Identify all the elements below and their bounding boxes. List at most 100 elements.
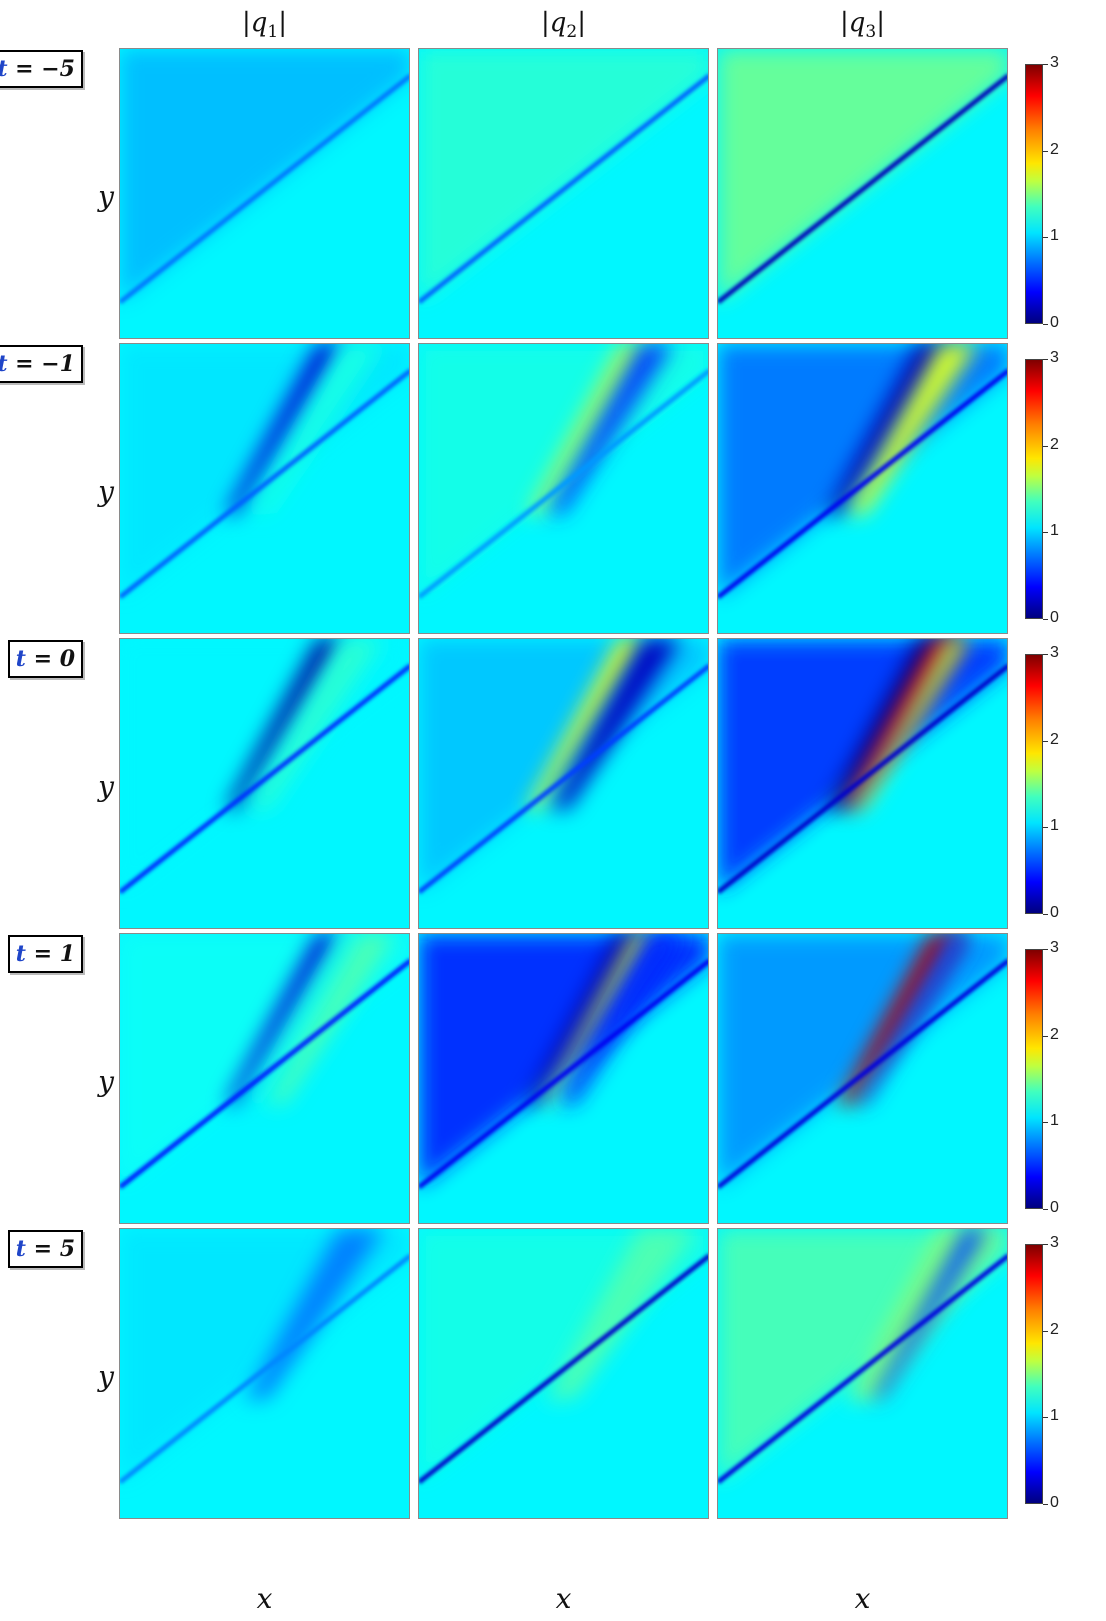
colorbar-tick-mark bbox=[1043, 949, 1048, 950]
heatmap-svg bbox=[419, 934, 708, 1223]
time-var: t bbox=[15, 1236, 26, 1262]
heatmap-svg bbox=[419, 49, 708, 338]
colorbar-tick-mark bbox=[1043, 237, 1048, 238]
y-axis-label: y bbox=[98, 180, 114, 213]
colorbar-tick-mark bbox=[1043, 1417, 1048, 1418]
y-axis-label: y bbox=[98, 475, 114, 508]
x-axis-label: x bbox=[256, 1582, 273, 1615]
time-value: −1 bbox=[41, 351, 75, 377]
heatmap-panel bbox=[717, 1228, 1008, 1519]
colorbar-tick-label: 1 bbox=[1050, 1112, 1059, 1129]
heatmap-stripe bbox=[224, 344, 345, 516]
time-eq: = bbox=[25, 941, 60, 967]
colorbar-tick-label: 0 bbox=[1050, 314, 1059, 331]
dark-soliton-line bbox=[120, 958, 409, 1190]
colorbar-tick-label: 3 bbox=[1050, 349, 1059, 366]
colorbar-tick-label: 1 bbox=[1050, 522, 1059, 539]
dark-soliton-line bbox=[718, 1253, 1007, 1485]
heatmap-stripe bbox=[855, 639, 969, 811]
colorbar-tick-label: 3 bbox=[1050, 644, 1059, 661]
heatmap-region bbox=[419, 49, 708, 303]
colorbar-tick-label: 2 bbox=[1050, 141, 1059, 158]
column-title-var: q bbox=[848, 8, 866, 38]
heatmap-panel bbox=[717, 933, 1008, 1224]
time-value: 1 bbox=[59, 941, 75, 967]
colorbar-tick-mark bbox=[1043, 741, 1048, 742]
colorbar-tick-mark bbox=[1043, 324, 1048, 325]
colorbar bbox=[1025, 359, 1043, 619]
heatmap-stripe bbox=[542, 934, 653, 1106]
time-label-box: t = 1 bbox=[7, 935, 83, 973]
dark-soliton-line bbox=[419, 73, 708, 305]
colorbar bbox=[1025, 654, 1043, 914]
colorbar-tick-label: 3 bbox=[1050, 939, 1059, 956]
colorbar-tick-label: 2 bbox=[1050, 436, 1059, 453]
colorbar-tick-label: 2 bbox=[1050, 1321, 1059, 1338]
dark-soliton-line bbox=[419, 368, 708, 600]
colorbar-tick-label: 1 bbox=[1050, 227, 1059, 244]
colorbar-tick-mark bbox=[1043, 619, 1048, 620]
heatmap-panel bbox=[119, 638, 410, 929]
heatmap-panel bbox=[119, 343, 410, 634]
y-axis-label: y bbox=[98, 770, 114, 803]
column-title-open-bar: | bbox=[839, 8, 849, 38]
dark-soliton-line bbox=[120, 73, 409, 305]
time-value: 0 bbox=[59, 646, 75, 672]
column-title-close-bar: | bbox=[278, 8, 287, 38]
dark-soliton-line bbox=[120, 368, 409, 600]
heatmap-panel bbox=[119, 48, 410, 339]
dark-soliton-line bbox=[419, 663, 708, 895]
time-label-box: t = −1 bbox=[0, 345, 83, 383]
colorbar bbox=[1025, 1244, 1043, 1504]
colorbar bbox=[1025, 64, 1043, 324]
colorbar-tick-label: 0 bbox=[1050, 904, 1059, 921]
colorbar-tick-mark bbox=[1043, 532, 1048, 533]
heatmap-panel bbox=[119, 933, 410, 1224]
colorbar-tick-mark bbox=[1043, 1504, 1048, 1505]
dark-soliton-line bbox=[718, 663, 1007, 895]
time-label-box: t = −5 bbox=[0, 50, 83, 88]
heatmap-svg bbox=[419, 344, 708, 633]
colorbar-tick-mark bbox=[1043, 151, 1048, 152]
time-eq: = bbox=[25, 1236, 60, 1262]
colorbar-tick-label: 2 bbox=[1050, 1026, 1059, 1043]
heatmap-svg bbox=[718, 639, 1007, 928]
heatmap-panel bbox=[418, 638, 709, 929]
colorbar bbox=[1025, 949, 1043, 1209]
heatmap-panel bbox=[418, 343, 709, 634]
y-axis-label: y bbox=[98, 1065, 114, 1098]
colorbar-tick-label: 0 bbox=[1050, 1494, 1059, 1511]
colorbar-tick-label: 0 bbox=[1050, 1199, 1059, 1216]
heatmap-panel bbox=[119, 1228, 410, 1519]
colorbar-tick-mark bbox=[1043, 1209, 1048, 1210]
colorbar-tick-label: 1 bbox=[1050, 1407, 1059, 1424]
colorbar-tick-label: 3 bbox=[1050, 54, 1059, 71]
heatmap-svg bbox=[718, 934, 1007, 1223]
heatmap-stripe bbox=[526, 639, 647, 811]
heatmap-stripe bbox=[546, 1229, 698, 1401]
column-title-close-bar: | bbox=[876, 8, 885, 38]
column-title-subscript: 1 bbox=[267, 22, 279, 43]
column-title-close-bar: | bbox=[577, 8, 586, 38]
column-title: |q2| bbox=[414, 8, 714, 42]
heatmap-stripe bbox=[856, 934, 973, 1106]
heatmap-panel bbox=[418, 1228, 709, 1519]
heatmap-stripe bbox=[550, 639, 682, 811]
colorbar-tick-label: 2 bbox=[1050, 731, 1059, 748]
column-title: |q3| bbox=[713, 8, 1013, 42]
colorbar-tick-mark bbox=[1043, 1331, 1048, 1332]
time-var: t bbox=[15, 941, 26, 967]
column-title-open-bar: | bbox=[540, 8, 550, 38]
column-title-var: q bbox=[250, 8, 268, 38]
heatmap-panel bbox=[717, 343, 1008, 634]
column-title-subscript: 3 bbox=[865, 22, 877, 43]
time-value: −5 bbox=[41, 56, 75, 82]
heatmap-stripe bbox=[224, 639, 345, 811]
heatmap-svg bbox=[120, 344, 409, 633]
dark-soliton-line bbox=[120, 1253, 409, 1485]
dark-soliton-line bbox=[419, 958, 708, 1190]
heatmap-panel bbox=[418, 48, 709, 339]
time-eq: = bbox=[7, 56, 42, 82]
colorbar-tick-mark bbox=[1043, 64, 1048, 65]
